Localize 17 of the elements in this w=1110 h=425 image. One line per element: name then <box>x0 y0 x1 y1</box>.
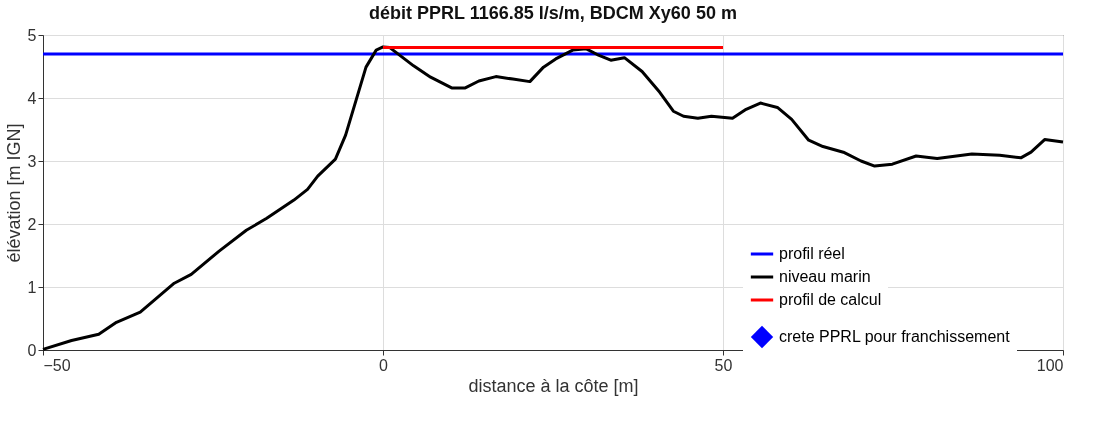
y-tick-label: 1 <box>27 278 37 296</box>
y-tick-label: 5 <box>27 26 37 44</box>
y-tick-label: 3 <box>27 152 37 170</box>
x-tick-label: 100 <box>1036 356 1064 374</box>
chart-title: débit PPRL 1166.85 l/s/m, BDCM Xy60 50 m <box>369 3 737 23</box>
x-axis-title: distance à la côte [m] <box>468 375 639 396</box>
y-tick-label: 0 <box>27 341 37 359</box>
x-tick-label: −50 <box>43 356 71 374</box>
legend-label: crete PPRL pour franchissement <box>779 328 1011 345</box>
y-tick-label: 2 <box>27 215 37 233</box>
y-axis-title: élévation [m IGN] <box>3 123 24 263</box>
y-tick-label: 4 <box>27 89 37 107</box>
legend-label: profil réel <box>779 245 845 262</box>
x-tick-label: 0 <box>379 356 389 374</box>
legend-label: niveau marin <box>779 268 871 285</box>
x-tick-label: 50 <box>714 356 733 374</box>
legend-label: profil de calcul <box>779 291 882 308</box>
